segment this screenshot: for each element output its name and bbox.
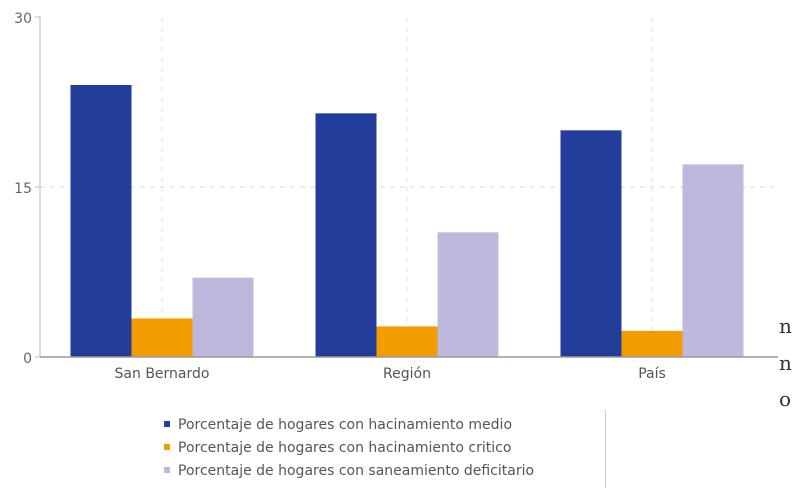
bar-series-1-cat-0[interactable] [131,318,193,357]
bar-series-2-cat-0[interactable] [192,277,254,357]
grid-lines [40,17,778,357]
legend-label-critico: Porcentaje de hogares con hacinamiento c… [178,440,512,456]
legend-label-medio: Porcentaje de hogares con hacinamiento m… [178,417,513,433]
bar-series-2-cat-2[interactable] [682,164,744,357]
legend-swatch-critico [164,444,170,450]
y-tick-label-30: 30 [14,11,32,27]
category-label-san-bernardo: San Bernardo [115,366,210,382]
legend-item-saneamiento-deficitario[interactable]: Porcentaje de hogares con saneamiento de… [160,460,534,482]
side-char-1: n [779,314,792,338]
bar-series-0-cat-2[interactable] [560,130,622,357]
side-char-2: n [779,351,792,375]
category-label-region: Región [383,366,431,382]
legend-swatch-saneamiento [164,467,170,473]
legend-swatch-medio [164,421,170,427]
legend-item-hacinamiento-medio[interactable]: Porcentaje de hogares con hacinamiento m… [160,414,512,436]
bar-series-1-cat-2[interactable] [621,330,683,357]
legend: Porcentaje de hogares con hacinamiento m… [160,410,606,488]
legend-label-saneamiento: Porcentaje de hogares con saneamiento de… [178,463,535,479]
side-char-3: o [779,387,791,411]
category-label-pais: País [638,366,666,382]
legend-item-hacinamiento-critico[interactable]: Porcentaje de hogares con hacinamiento c… [160,437,511,459]
bar-series-0-cat-1[interactable] [315,113,377,357]
y-tick-label-0: 0 [23,351,32,367]
bars [70,85,744,357]
y-tick-label-15: 15 [14,181,32,197]
bar-series-1-cat-1[interactable] [376,326,438,357]
bar-series-0-cat-0[interactable] [70,85,132,357]
axes [35,16,778,358]
bar-series-2-cat-1[interactable] [437,232,499,357]
